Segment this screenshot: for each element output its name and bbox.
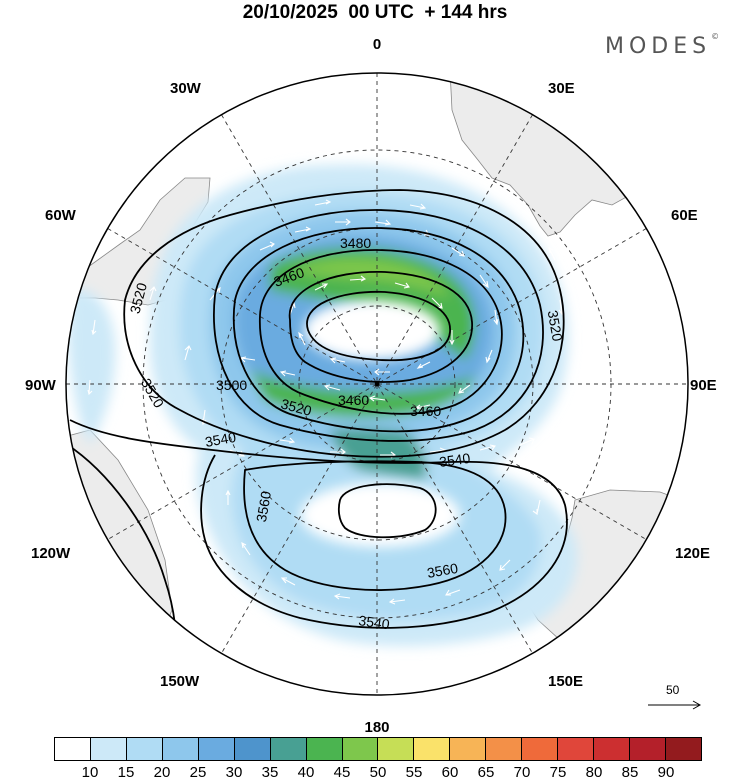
contour-label-3520: 3520: [545, 309, 566, 343]
lon-label-30w: 30W: [170, 80, 202, 97]
wind-speed-colorbar: [54, 737, 702, 761]
colorbar-tick-label: 25: [189, 764, 207, 781]
height-contours: [66, 189, 568, 661]
lon-label-120w: 120W: [31, 545, 71, 562]
contour-3540: [69, 419, 568, 629]
colorbar-tick-label: 15: [117, 764, 135, 781]
lon-label-90e: 90E: [690, 377, 717, 394]
contour-label-3460: 3460: [338, 392, 369, 408]
colorbar-swatch: [55, 738, 91, 760]
colorbar-tick-label: 30: [225, 764, 243, 781]
lon-label-150e: 150E: [548, 673, 583, 690]
colorbar-swatch: [162, 738, 199, 760]
colorbar-tick-label: 60: [441, 764, 459, 781]
brand-mark: ©: [711, 32, 720, 41]
colorbar-swatch: [270, 738, 307, 760]
contour-3480: [232, 227, 525, 433]
colorbar-swatch: [450, 738, 487, 760]
contour-label-3520: 3520: [127, 281, 151, 315]
colorbar-swatch: [414, 738, 451, 760]
colorbar-tick-label: 10: [81, 764, 99, 781]
colorbar-tick-label: 50: [369, 764, 387, 781]
contour-label-3500: 3500: [216, 377, 247, 393]
colorbar-swatch: [234, 738, 271, 760]
colorbar-swatch: [594, 738, 630, 760]
colorbar-tick-label: 55: [405, 764, 423, 781]
colorbar-swatch: [630, 738, 666, 760]
contour-3460-inner: [288, 271, 473, 383]
map-disc: 3480 3460 3460 3460 3500 3520 3520 3520 …: [66, 73, 688, 695]
contour-3560-outer: [243, 460, 507, 591]
lon-label-60e: 60E: [671, 207, 698, 224]
colorbar-swatch: [342, 738, 379, 760]
colorbar-swatch: [558, 738, 595, 760]
lon-label-0: 0: [373, 36, 381, 53]
contour-labels: 3480 3460 3460 3460 3500 3520 3520 3520 …: [127, 235, 566, 632]
colorbar-tick-label: 80: [585, 764, 603, 781]
colorbar-swatch: [306, 738, 343, 760]
contour-label-3540: 3540: [438, 450, 471, 470]
colorbar-tick-label: 70: [513, 764, 531, 781]
chart-title: 20/10/2025 00 UTC + 144 hrs: [242, 2, 508, 23]
colorbar-swatch: [378, 738, 415, 760]
contour-label-3560: 3560: [426, 560, 460, 581]
lon-label-30e: 30E: [548, 80, 575, 97]
contour-label-3560: 3560: [253, 490, 274, 524]
colorbar-tick-label: 20: [153, 764, 171, 781]
colorbar-swatch: [486, 738, 523, 760]
colorbar-swatch: [90, 738, 127, 760]
pole-marker: [374, 381, 380, 387]
contour-label-3480: 3480: [340, 235, 371, 251]
colorbar-labels: 10 15 20 25 30 35 40 45 50 55 60 65 70 75 80 85 90: [54, 764, 702, 782]
colorbar-tick-label: 40: [297, 764, 315, 781]
lon-label-180: 180: [364, 719, 389, 735]
lon-label-60w: 60W: [45, 207, 77, 224]
contour-label-3460: 3460: [410, 403, 441, 419]
colorbar-tick-label: 75: [549, 764, 567, 781]
polar-map: 3480 3460 3460 3460 3500 3520 3520 3520 …: [25, 36, 717, 735]
colorbar-tick-label: 85: [621, 764, 639, 781]
colorbar-tick-label: 35: [261, 764, 279, 781]
colorbar-tick-label: 90: [657, 764, 675, 781]
colorbar-swatch: [665, 738, 701, 760]
contour-label-3540: 3540: [358, 612, 391, 632]
lon-label-90w: 90W: [25, 377, 57, 394]
colorbar-swatch: [198, 738, 235, 760]
colorbar-swatch: [126, 738, 163, 760]
colorbar-tick-label: 65: [477, 764, 495, 781]
lon-label-150w: 150W: [160, 673, 200, 690]
brand-logo: MODES©: [605, 32, 720, 59]
lon-label-120e: 120E: [675, 545, 710, 562]
contour-3460: [259, 249, 503, 415]
contour-3520: [123, 189, 565, 458]
contour-3500: [213, 209, 544, 442]
brand-name: MODES: [605, 34, 712, 59]
reference-vector-label: 50: [666, 683, 680, 697]
wind-vectors: [87, 199, 564, 605]
contour-label-3540: 3540: [204, 429, 238, 450]
contour-3440: [306, 290, 451, 362]
longitude-labels: 0 180 90W 90E 30W 30E 60W 60E 120W 120E …: [25, 36, 717, 735]
contour-3560: [337, 483, 437, 539]
colorbar-swatch: [522, 738, 559, 760]
reference-vector: [648, 700, 702, 710]
map-border: [65, 72, 689, 696]
contour-label-3520: 3520: [279, 395, 313, 419]
colorbar-tick-label: 45: [333, 764, 351, 781]
